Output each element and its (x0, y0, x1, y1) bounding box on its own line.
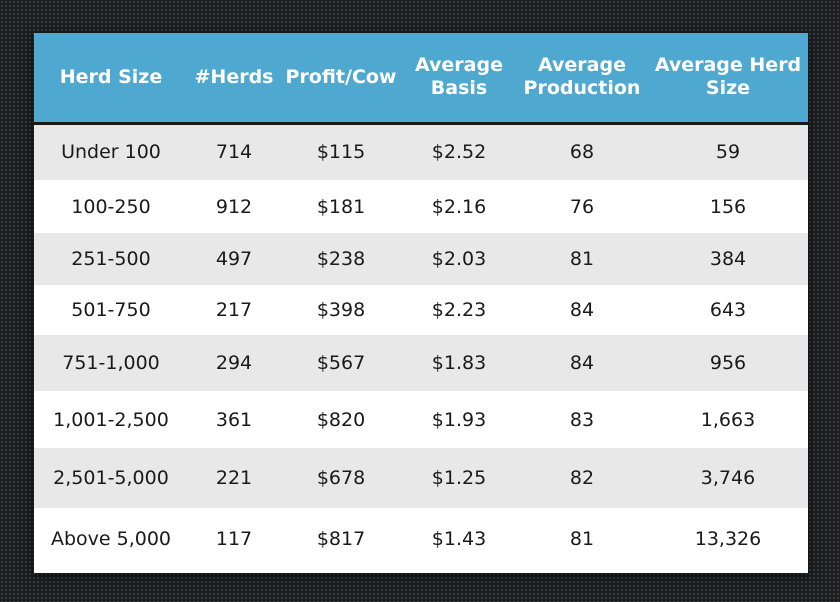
table-row: 2,501-5,000 221 $678 $1.25 82 3,746 (34, 448, 808, 508)
table-row: Above 5,000 117 $817 $1.43 81 13,326 (34, 508, 808, 570)
cell-average-production: 82 (569, 467, 595, 489)
cell-average-production: 81 (569, 528, 595, 550)
cell-average-production: 68 (569, 141, 595, 164)
cell-average-basis: $2.03 (431, 248, 487, 270)
table-body: Under 100 714 $115 $2.52 68 59 100-250 912 $181 $… (34, 123, 808, 570)
table-row: 1,001-2,500 361 $820 $1.93 83 1,663 (34, 391, 808, 448)
cell-herds: 714 (215, 141, 253, 164)
cell-average-herd-size: 59 (715, 141, 741, 164)
cell-profit-per-cow: $181 (316, 195, 366, 218)
cell-average-basis: $1.25 (431, 467, 487, 489)
header-herd-size: Herd Size (34, 33, 188, 125)
cell-herds: 217 (215, 299, 253, 321)
cell-herds: 497 (215, 248, 253, 270)
header-average-basis: Average Basis (402, 33, 516, 125)
cell-profit-per-cow: $567 (316, 352, 366, 374)
cell-herds: 294 (215, 352, 253, 374)
cell-average-herd-size: 384 (709, 248, 747, 270)
cell-average-basis: $2.16 (431, 195, 487, 218)
cell-average-basis: $1.93 (431, 408, 487, 431)
cell-herd-size: 501-750 (71, 299, 151, 321)
cell-average-basis: $1.43 (431, 528, 487, 550)
header-herds: #Herds (188, 33, 280, 125)
cell-herd-size: Under 100 (61, 141, 161, 164)
cell-average-basis: $1.83 (431, 352, 487, 374)
table-header-row: Herd Size #Herds Profit/Cow Average Basi… (34, 33, 808, 125)
cell-profit-per-cow: $820 (316, 408, 366, 431)
cell-herds: 117 (215, 528, 253, 550)
table-row: Under 100 714 $115 $2.52 68 59 (34, 123, 808, 180)
cell-average-herd-size: 13,326 (694, 528, 762, 550)
cell-herd-size: 2,501-5,000 (53, 467, 169, 489)
header-profit-per-cow: Profit/Cow (280, 33, 402, 125)
cell-herd-size: 251-500 (71, 248, 151, 270)
cell-average-herd-size: 1,663 (700, 408, 756, 431)
cell-profit-per-cow: $817 (316, 528, 366, 550)
cell-average-production: 84 (569, 299, 595, 321)
herd-size-table: Herd Size #Herds Profit/Cow Average Basi… (34, 33, 808, 570)
cell-average-basis: $2.52 (431, 141, 487, 164)
cell-average-basis: $2.23 (431, 299, 487, 321)
cell-herds: 912 (215, 195, 253, 218)
cell-profit-per-cow: $238 (316, 248, 366, 270)
cell-herd-size: 1,001-2,500 (53, 408, 169, 431)
table-row: 251-500 497 $238 $2.03 81 384 (34, 233, 808, 285)
cell-profit-per-cow: $115 (316, 141, 366, 164)
cell-herds: 221 (215, 467, 253, 489)
cell-profit-per-cow: $398 (316, 299, 366, 321)
cell-average-herd-size: 643 (709, 299, 747, 321)
cell-average-production: 76 (569, 195, 595, 218)
cell-average-production: 84 (569, 352, 595, 374)
table-row: 100-250 912 $181 $2.16 76 156 (34, 180, 808, 233)
cell-herd-size: Above 5,000 (50, 528, 172, 550)
table-row: 751-1,000 294 $567 $1.83 84 956 (34, 335, 808, 391)
cell-herd-size: 751-1,000 (62, 352, 160, 374)
cell-herd-size: 100-250 (71, 195, 151, 218)
table-row: 501-750 217 $398 $2.23 84 643 (34, 285, 808, 335)
cell-average-production: 83 (569, 408, 595, 431)
header-average-herd-size: Average Herd Size (648, 33, 808, 125)
cell-average-herd-size: 956 (709, 352, 747, 374)
cell-average-herd-size: 156 (709, 195, 747, 218)
cell-average-production: 81 (569, 248, 595, 270)
cell-profit-per-cow: $678 (316, 467, 366, 489)
header-average-production: Average Production (516, 33, 648, 125)
cell-average-herd-size: 3,746 (700, 467, 756, 489)
data-table-container: Herd Size #Herds Profit/Cow Average Basi… (34, 33, 808, 573)
cell-herds: 361 (215, 408, 253, 431)
